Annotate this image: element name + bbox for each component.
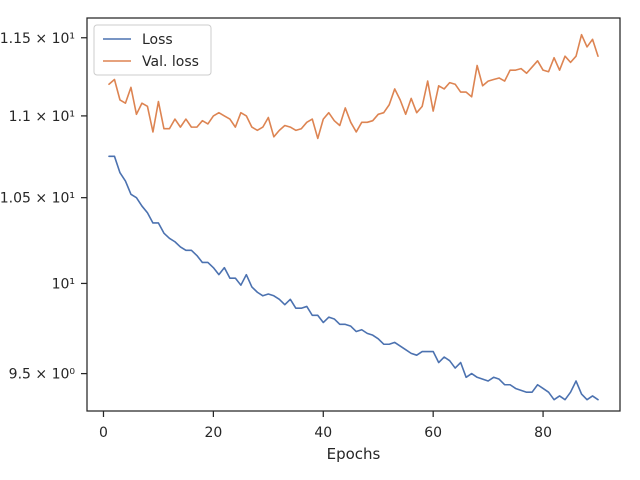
y-tick-label: 1.05 × 10¹ (0, 191, 75, 207)
x-tick-label: 0 (99, 425, 108, 441)
legend-label-val-loss: Val. loss (142, 54, 199, 70)
x-tick-label: 80 (534, 425, 552, 441)
x-tick-label: 20 (204, 425, 222, 441)
y-tick-label: 9.5 × 10⁰ (9, 367, 76, 383)
y-tick-label: 10¹ (52, 276, 75, 292)
x-axis-label: Epochs (327, 445, 381, 463)
legend-box (93, 24, 212, 76)
x-tick-label: 60 (424, 425, 442, 441)
x-axis-ticks: 0 20 40 60 80 (99, 411, 552, 441)
x-tick-label: 40 (314, 425, 332, 441)
series-line-val-loss (108, 33, 599, 140)
y-tick-label: 1.15 × 10¹ (0, 31, 75, 47)
legend: Loss Val. loss (93, 24, 212, 76)
plot-frame (86, 17, 621, 412)
legend-label-loss: Loss (142, 32, 173, 48)
series-layer (108, 33, 599, 401)
y-axis-ticks: 9.5 × 10⁰ 10¹ 1.05 × 10¹ 1.1 × 10¹ 1.15 × 10… (0, 31, 87, 383)
series-line-loss (108, 155, 599, 401)
y-tick-label: 1.1 × 10¹ (9, 109, 75, 125)
